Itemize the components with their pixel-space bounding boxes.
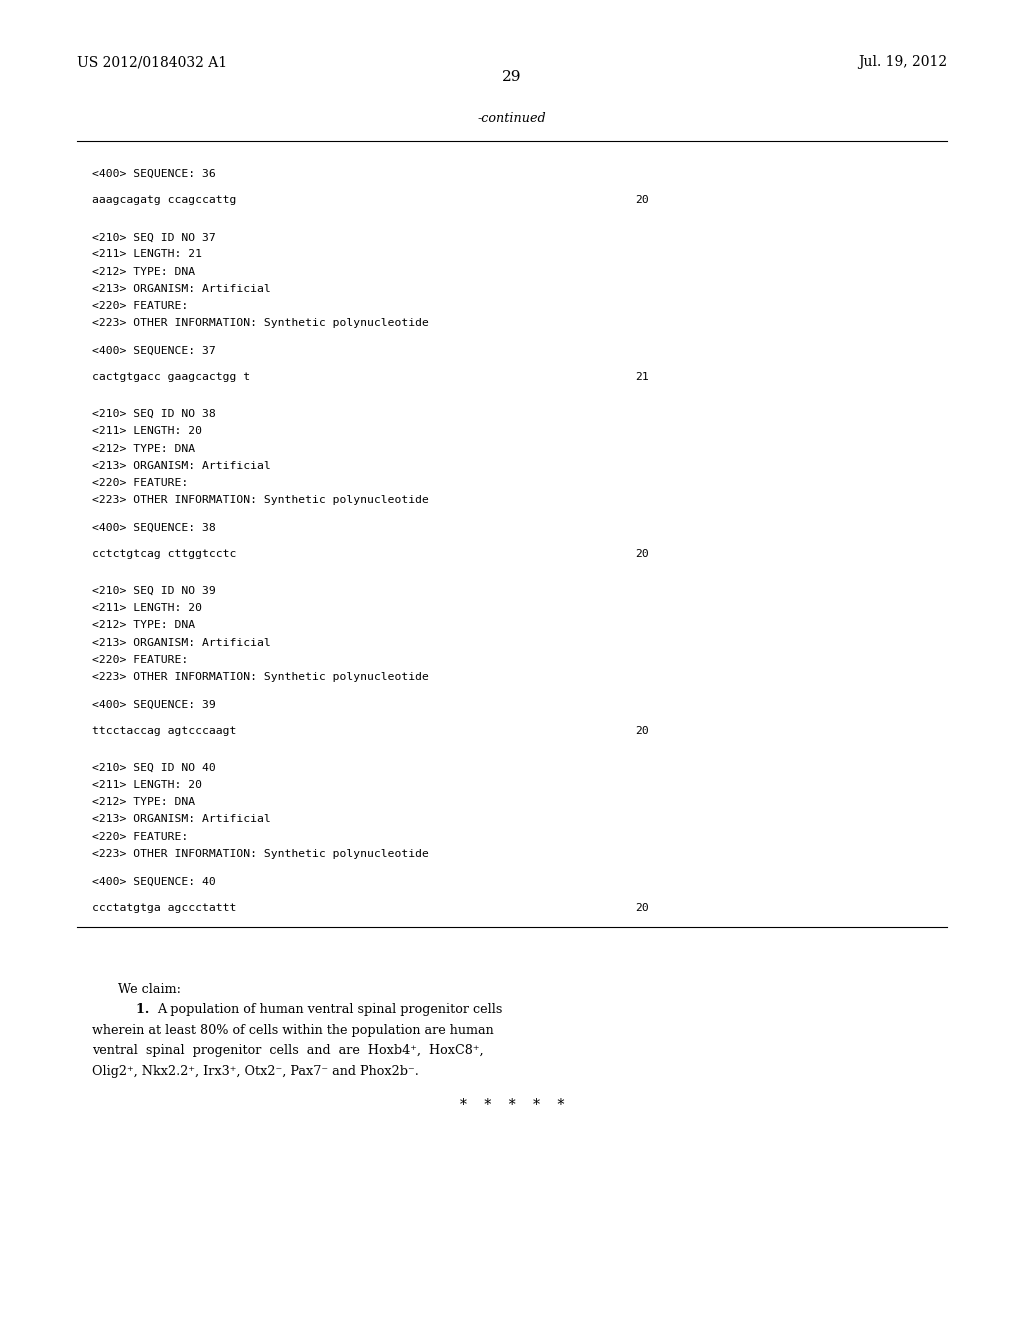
Text: <400> SEQUENCE: 36: <400> SEQUENCE: 36 xyxy=(92,169,216,180)
Text: We claim:: We claim: xyxy=(118,983,181,997)
Text: <213> ORGANISM: Artificial: <213> ORGANISM: Artificial xyxy=(92,461,271,471)
Text: -continued: -continued xyxy=(477,112,547,125)
Text: <212> TYPE: DNA: <212> TYPE: DNA xyxy=(92,797,196,808)
Text: 20: 20 xyxy=(635,195,648,206)
Text: ventral  spinal  progenitor  cells  and  are  Hoxb4⁺,  HoxC8⁺,: ventral spinal progenitor cells and are … xyxy=(92,1044,483,1057)
Text: <210> SEQ ID NO 39: <210> SEQ ID NO 39 xyxy=(92,586,216,597)
Text: <211> LENGTH: 20: <211> LENGTH: 20 xyxy=(92,780,202,791)
Text: <223> OTHER INFORMATION: Synthetic polynucleotide: <223> OTHER INFORMATION: Synthetic polyn… xyxy=(92,672,429,682)
Text: <220> FEATURE:: <220> FEATURE: xyxy=(92,301,188,312)
Text: 20: 20 xyxy=(635,549,648,560)
Text: wherein at least 80% of cells within the population are human: wherein at least 80% of cells within the… xyxy=(92,1024,494,1036)
Text: <210> SEQ ID NO 37: <210> SEQ ID NO 37 xyxy=(92,232,216,243)
Text: <212> TYPE: DNA: <212> TYPE: DNA xyxy=(92,620,196,631)
Text: <223> OTHER INFORMATION: Synthetic polynucleotide: <223> OTHER INFORMATION: Synthetic polyn… xyxy=(92,849,429,859)
Text: <400> SEQUENCE: 40: <400> SEQUENCE: 40 xyxy=(92,876,216,887)
Text: <211> LENGTH: 21: <211> LENGTH: 21 xyxy=(92,249,202,260)
Text: <220> FEATURE:: <220> FEATURE: xyxy=(92,478,188,488)
Text: US 2012/0184032 A1: US 2012/0184032 A1 xyxy=(77,55,227,70)
Text: 20: 20 xyxy=(635,726,648,737)
Text: <213> ORGANISM: Artificial: <213> ORGANISM: Artificial xyxy=(92,638,271,648)
Text: <211> LENGTH: 20: <211> LENGTH: 20 xyxy=(92,426,202,437)
Text: <400> SEQUENCE: 38: <400> SEQUENCE: 38 xyxy=(92,523,216,533)
Text: cactgtgacc gaagcactgg t: cactgtgacc gaagcactgg t xyxy=(92,372,250,383)
Text: <400> SEQUENCE: 39: <400> SEQUENCE: 39 xyxy=(92,700,216,710)
Text: 20: 20 xyxy=(635,903,648,913)
Text: aaagcagatg ccagccattg: aaagcagatg ccagccattg xyxy=(92,195,237,206)
Text: <213> ORGANISM: Artificial: <213> ORGANISM: Artificial xyxy=(92,284,271,294)
Text: cctctgtcag cttggtcctc: cctctgtcag cttggtcctc xyxy=(92,549,237,560)
Text: <400> SEQUENCE: 37: <400> SEQUENCE: 37 xyxy=(92,346,216,356)
Text: <210> SEQ ID NO 38: <210> SEQ ID NO 38 xyxy=(92,409,216,420)
Text: <213> ORGANISM: Artificial: <213> ORGANISM: Artificial xyxy=(92,814,271,825)
Text: <211> LENGTH: 20: <211> LENGTH: 20 xyxy=(92,603,202,614)
Text: <220> FEATURE:: <220> FEATURE: xyxy=(92,655,188,665)
Text: <212> TYPE: DNA: <212> TYPE: DNA xyxy=(92,444,196,454)
Text: <210> SEQ ID NO 40: <210> SEQ ID NO 40 xyxy=(92,763,216,774)
Text: <212> TYPE: DNA: <212> TYPE: DNA xyxy=(92,267,196,277)
Text: Jul. 19, 2012: Jul. 19, 2012 xyxy=(858,55,947,70)
Text: <220> FEATURE:: <220> FEATURE: xyxy=(92,832,188,842)
Text: A population of human ventral spinal progenitor cells: A population of human ventral spinal pro… xyxy=(157,1003,502,1016)
Text: <223> OTHER INFORMATION: Synthetic polynucleotide: <223> OTHER INFORMATION: Synthetic polyn… xyxy=(92,495,429,506)
Text: 29: 29 xyxy=(502,70,522,84)
Text: ttcctaccag agtcccaagt: ttcctaccag agtcccaagt xyxy=(92,726,237,737)
Text: 1.: 1. xyxy=(118,1003,150,1016)
Text: Olig2⁺, Nkx2.2⁺, Irx3⁺, Otx2⁻, Pax7⁻ and Phox2b⁻.: Olig2⁺, Nkx2.2⁺, Irx3⁺, Otx2⁻, Pax7⁻ and… xyxy=(92,1064,419,1077)
Text: *    *    *    *    *: * * * * * xyxy=(460,1098,564,1113)
Text: <223> OTHER INFORMATION: Synthetic polynucleotide: <223> OTHER INFORMATION: Synthetic polyn… xyxy=(92,318,429,329)
Text: 21: 21 xyxy=(635,372,648,383)
Text: ccctatgtga agccctattt: ccctatgtga agccctattt xyxy=(92,903,237,913)
